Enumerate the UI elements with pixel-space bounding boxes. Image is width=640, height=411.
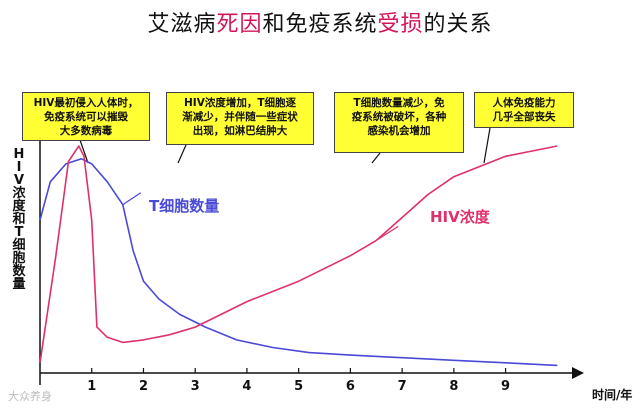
callout-pointer-1 bbox=[79, 139, 89, 164]
y-axis-label: HIV浓度和T细胞数量 bbox=[12, 147, 26, 292]
x-axis-label: 时间/年 bbox=[592, 387, 632, 402]
hiv-concentration-line bbox=[39, 145, 558, 363]
callout-hiv-increase: HIV浓度增加，T细胞逐 渐减少，并伴随一些症状 出现，如淋巴结肿大 bbox=[166, 92, 314, 145]
x-tick-label-3: 3 bbox=[191, 379, 200, 394]
title-part-5: 的关系 bbox=[423, 12, 493, 37]
legend-leader-1 bbox=[122, 192, 142, 206]
legend-tcell: T细胞数量 bbox=[149, 197, 219, 215]
title-part-4: 受损 bbox=[377, 12, 424, 37]
x-tick-label-1: 1 bbox=[87, 379, 96, 394]
legend-hiv: HIV浓度 bbox=[430, 208, 491, 226]
page-title: 艾滋病死因和免疫系统受损的关系 bbox=[0, 6, 640, 38]
watermark: 大众养身 bbox=[8, 390, 52, 403]
tcell-count-line bbox=[39, 158, 558, 367]
series-layer bbox=[39, 145, 558, 367]
callout-pointer-2 bbox=[177, 144, 187, 164]
x-tick-label-5: 5 bbox=[294, 379, 303, 394]
x-tick-label-6: 6 bbox=[346, 379, 355, 394]
title-part-3: 和免疫系统 bbox=[262, 12, 378, 37]
title-part-1: 艾滋病 bbox=[147, 12, 217, 37]
x-tick-label-4: 4 bbox=[242, 379, 251, 394]
x-tick-label-9: 9 bbox=[501, 379, 510, 394]
legend-leader-2 bbox=[375, 225, 399, 241]
title-part-2: 死因 bbox=[216, 12, 263, 37]
x-tick-label-7: 7 bbox=[398, 379, 407, 394]
callout-tcell-decrease: T细胞数量减少，免 疫系统被破坏，各种 感染机会增加 bbox=[334, 92, 464, 153]
x-ticks: 1 2 3 4 5 6 7 8 9 bbox=[87, 368, 510, 394]
callout-early-infection: HIV最初侵入人体时， 免疫系统可以摧毁 大多数病毒 bbox=[22, 92, 150, 141]
x-tick-label-2: 2 bbox=[139, 379, 148, 394]
callout-pointer-3 bbox=[371, 152, 381, 164]
callout-pointer-4 bbox=[483, 127, 491, 164]
callout-immunity-lost: 人体免疫能力 几乎全部丧失 bbox=[474, 92, 574, 128]
x-tick-label-8: 8 bbox=[449, 379, 458, 394]
